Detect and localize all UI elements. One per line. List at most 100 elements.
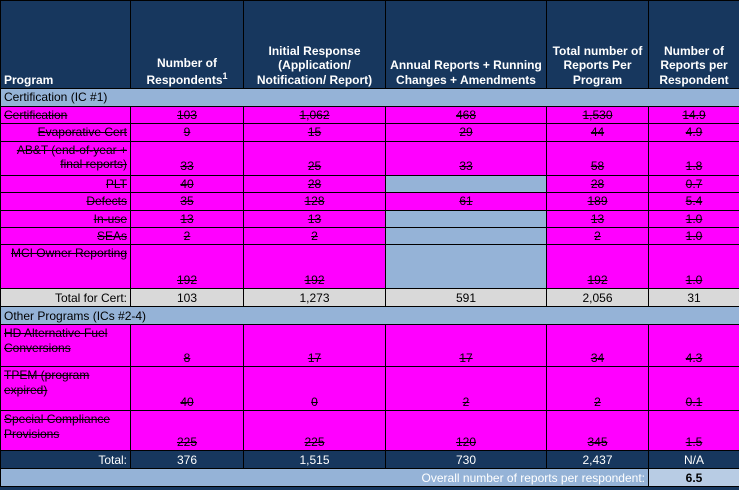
cell-value: 1,062 [243,105,386,125]
table-row-certification: Certification 103 1,062 468 1,530 14.9 [0,105,739,125]
overall-rate-value: 6.5 [648,468,739,488]
subtotal-label: Total for Cert: [0,288,131,308]
subtotal-row-certification: Total for Cert: 103 1,273 591 2,056 31 [0,288,739,308]
cell-value: 730 [385,450,547,470]
table-row-seas: SEAs 2 2 2 1.0 [0,226,739,246]
cell-value: 376 [130,450,244,470]
cell-value-blank [385,244,547,290]
table-row-mci-owner-reporting: MCI Owner Reporting 192 192 192 1.0 [0,244,739,290]
section-row-certification: Certification (IC #1) [0,88,739,107]
cell-value: 1,273 [243,288,386,308]
footnote-marker: 1 [222,70,228,81]
header-row: Program Number of Respondents1 Initial R… [0,0,739,89]
cell-value: 0.7 [648,174,739,194]
cell-value: 35 [130,192,244,211]
row-label: In-use [0,209,131,228]
cell-value: 15 [243,123,386,142]
cell-value: 9 [130,123,244,142]
cell-value: 13 [130,209,244,228]
cell-value: 44 [546,123,649,142]
cell-value: 192 [546,244,649,290]
table-row-hd-alternative-fuel: HD Alternative Fuel Conversions 8 17 17 … [0,324,739,368]
cell-value: 61 [385,192,547,211]
cell-value: 225 [243,410,386,452]
cell-value: 40 [130,366,244,412]
cell-value: 345 [546,410,649,452]
cell-value: 2,437 [546,450,649,470]
cell-value: 2 [546,226,649,246]
total-row: Total: 376 1,515 730 2,437 N/A [0,450,739,470]
cell-value: 2 [130,226,244,246]
cell-value: 25 [243,140,386,176]
cell-value: 120 [385,410,547,452]
row-label: TPEM (program expired) [0,366,131,412]
cell-value: 28 [546,174,649,194]
cell-value: 1,515 [243,450,386,470]
cell-value: 5.4 [648,192,739,211]
cell-value: 192 [243,244,386,290]
row-label: PLT [0,174,131,194]
row-label: AB&T (end-of-year + final reports) [0,140,131,176]
total-label: Total: [0,450,131,470]
cell-value: 189 [546,192,649,211]
cell-value: 1.5 [648,410,739,452]
cell-value: 2 [243,226,386,246]
col-header-total-reports: Total number of Reports Per Program [546,0,649,89]
cell-value: 4.9 [648,123,739,142]
cell-value: 2,056 [546,288,649,308]
cell-value: 13 [243,209,386,228]
section-row-other-programs: Other Programs (ICs #2-4) [0,306,739,326]
row-label: HD Alternative Fuel Conversions [0,324,131,368]
cell-value-blank [385,174,547,194]
cell-value: 468 [385,105,547,125]
row-label: Defects [0,192,131,211]
table-row-defects: Defects 35 128 61 189 5.4 [0,192,739,211]
cell-value: 192 [130,244,244,290]
cell-value: 8 [130,324,244,368]
col-header-reports-per-respondent: Number of Reports per Respondent [648,0,739,89]
cell-value: 1.0 [648,226,739,246]
overall-rate-row: Overall number of reports per respondent… [0,468,739,488]
cell-value: 29 [385,123,547,142]
col-header-program: Program [0,0,131,89]
cell-value: 2 [385,366,547,412]
row-label: Certification [0,105,131,125]
cell-value: 28 [243,174,386,194]
cell-value: 128 [243,192,386,211]
cell-value: 13 [546,209,649,228]
overall-rate-label: Overall number of reports per respondent… [0,468,649,488]
table-row-special-compliance: Special Compliance Provisions 225 225 12… [0,410,739,452]
table-row-evaporative-cert: Evaporative Cert 9 15 29 44 4.9 [0,123,739,142]
section-title-other-programs: Other Programs (ICs #2-4) [0,306,739,326]
table-row-plt: PLT 40 28 28 0.7 [0,174,739,194]
cell-value: 1.0 [648,244,739,290]
cell-value: 34 [546,324,649,368]
row-label: Special Compliance Provisions [0,410,131,452]
row-label: Evaporative Cert [0,123,131,142]
cell-value: 14.9 [648,105,739,125]
cell-value: 33 [385,140,547,176]
cell-value: 2 [546,366,649,412]
table-row-abt: AB&T (end-of-year + final reports) 33 25… [0,140,739,176]
cell-value: 1.0 [648,209,739,228]
cell-value: 31 [648,288,739,308]
col-header-respondents: Number of Respondents1 [130,0,244,89]
table-row-in-use: In-use 13 13 13 1.0 [0,209,739,228]
bottom-border-strip [0,487,739,490]
cell-value: 1.8 [648,140,739,176]
table-row-tpem: TPEM (program expired) 40 0 2 2 0.1 [0,366,739,412]
cell-value-blank [385,209,547,228]
cell-value: 0.1 [648,366,739,412]
cell-value: 103 [130,105,244,125]
row-label: SEAs [0,226,131,246]
cell-value-blank [385,226,547,246]
col-header-annual-reports: Annual Reports + Running Changes + Amend… [385,0,547,89]
cell-value: 40 [130,174,244,194]
row-label: MCI Owner Reporting [0,244,131,290]
cell-value: 17 [385,324,547,368]
cell-value: N/A [648,450,739,470]
cell-value: 17 [243,324,386,368]
col-header-initial-response: Initial Response (Application/ Notificat… [243,0,386,89]
col-header-respondents-text: Number of Respondents [146,56,223,87]
